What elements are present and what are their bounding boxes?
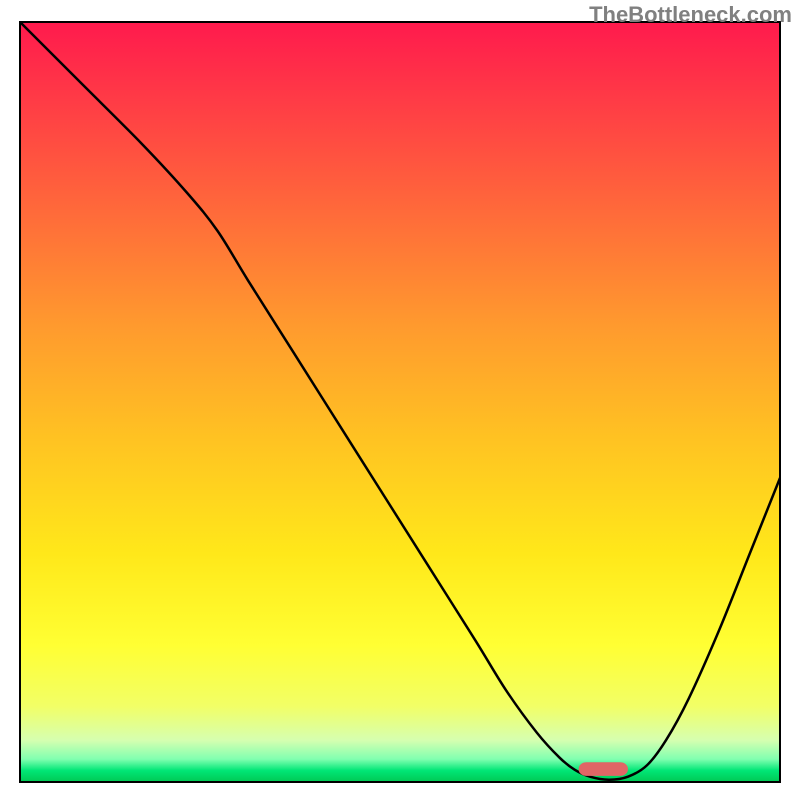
chart-svg bbox=[0, 0, 800, 800]
chart-container: TheBottleneck.com bbox=[0, 0, 800, 800]
watermark-text: TheBottleneck.com bbox=[589, 2, 792, 28]
optimum-marker bbox=[579, 762, 628, 776]
